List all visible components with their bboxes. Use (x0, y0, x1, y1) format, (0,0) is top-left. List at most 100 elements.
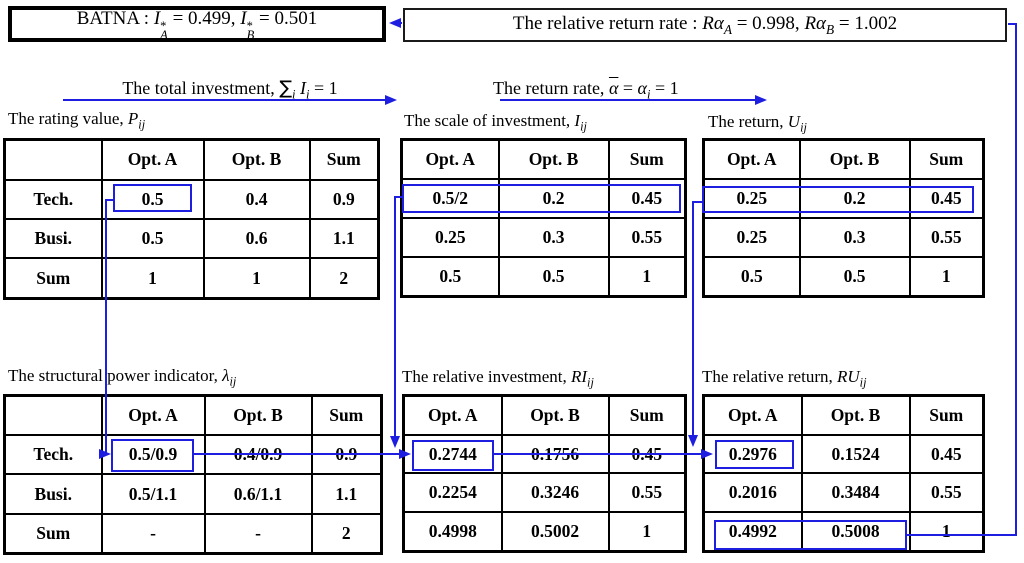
table-cell: 1 (607, 255, 687, 298)
relative-return-rate-label: The relative return rate : RαA = 0.998, … (512, 12, 898, 37)
batna-label: BATNA : I * A = 0.499, I * B = 0.501 (76, 8, 318, 42)
structural-power-title: The structural power indicator, λij (8, 366, 237, 389)
table-row: Tech. 0.5/0.9 0.4/0.9 0.9 (3, 434, 383, 476)
column-header: Opt. A (100, 394, 206, 437)
column-header: Opt. B (500, 394, 610, 436)
table-cell: 0.4992 (702, 511, 803, 553)
column-header: Sum (908, 394, 985, 436)
table-cell: - (100, 512, 206, 555)
column-header: Opt. B (800, 394, 911, 436)
table-row: Sum 1 1 2 (3, 257, 380, 300)
return-table: Opt. A Opt. B Sum 0.25 0.2 0.45 0.25 0.3… (702, 138, 985, 298)
table-cell: 1 (908, 511, 985, 553)
table-cell: 1.1 (310, 473, 383, 515)
table-row: 0.2254 0.3246 0.55 (402, 472, 687, 514)
total-investment-label: The total investment, ∑i Ii = 1 (122, 77, 338, 102)
rating-value-table: Opt. A Opt. B Sum Tech. 0.5 0.4 0.9 Busi… (3, 138, 380, 300)
table-cell: 0.4 (202, 178, 311, 220)
table-cell: 0.45 (908, 433, 985, 475)
table-cell: 0.6/1.1 (203, 473, 313, 515)
return-rate-label: The return rate, α = αi = 1 (493, 78, 679, 102)
scale-of-investment-table: Opt. A Opt. B Sum 0.5/2 0.2 0.45 0.25 0.… (400, 138, 687, 298)
table-cell: 0.25 (702, 178, 801, 219)
table-cell: 0.5 (100, 178, 205, 220)
column-header: Sum (310, 394, 383, 437)
row-header: Tech. (3, 178, 103, 220)
row-header: Sum (3, 257, 103, 300)
table-cell: 0.55 (607, 472, 687, 514)
table-cell: 0.45 (908, 178, 985, 219)
table-cell: 0.25 (702, 216, 801, 258)
table-cell: 1 (908, 255, 985, 298)
table-cell: 0.5 (100, 217, 205, 260)
column-header: Sum (308, 138, 380, 181)
table-cell: 0.5 (400, 255, 500, 298)
table-cell: 0.5/1.1 (100, 473, 206, 515)
column-header: Sum (607, 138, 687, 181)
table-cell: - (203, 512, 313, 555)
column-header: Opt. B (798, 138, 911, 181)
table-row: 0.4998 0.5002 1 (402, 511, 687, 553)
table-header-row: Opt. A Opt. B Sum (702, 394, 985, 436)
table-cell: 0.55 (908, 216, 985, 258)
column-header: Opt. B (497, 138, 610, 181)
table-cell: 0.2976 (702, 433, 803, 475)
table-cell: 0.2 (798, 178, 911, 219)
row-header: Sum (3, 512, 103, 555)
table-cell: 0.4/0.9 (203, 434, 313, 476)
table-row: 0.2744 0.1756 0.45 (402, 433, 687, 475)
column-header: Opt. B (202, 138, 311, 181)
table-cell: 0.5002 (500, 511, 610, 553)
table-row: 0.2016 0.3484 0.55 (702, 472, 985, 514)
table-row: 0.5/2 0.2 0.45 (400, 178, 687, 219)
table-cell: 0.6 (202, 217, 311, 260)
table-header-row: Opt. A Opt. B Sum (3, 394, 383, 437)
table-cell: 0.5/0.9 (100, 434, 206, 476)
table-cell: 0.1756 (500, 433, 610, 475)
relative-return-title: The relative return, RUij (702, 367, 867, 390)
table-cell: 0.2 (497, 178, 610, 219)
table-row: Sum - - 2 (3, 512, 383, 555)
table-cell: 0.55 (607, 216, 687, 258)
relative-investment-title: The relative investment, RIij (402, 367, 594, 390)
table-cell: 0.45 (607, 433, 687, 475)
table-cell: 0.1524 (800, 433, 911, 475)
column-header: Opt. B (203, 394, 313, 437)
table-cell: 0.2744 (402, 433, 503, 475)
table-cell: 0.9 (310, 434, 383, 476)
table-cell: 0.5008 (800, 511, 911, 553)
batna-result-box: BATNA : I * A = 0.499, I * B = 0.501 (8, 6, 386, 42)
column-header: Opt. A (702, 138, 801, 181)
table-cell: 0.2016 (702, 472, 803, 514)
table-cell: 2 (308, 257, 380, 300)
relative-return-table: Opt. A Opt. B Sum 0.2976 0.1524 0.45 0.2… (702, 394, 985, 553)
relative-investment-table: Opt. A Opt. B Sum 0.2744 0.1756 0.45 0.2… (402, 394, 687, 553)
table-row: Busi. 0.5/1.1 0.6/1.1 1.1 (3, 473, 383, 515)
table-cell: 1.1 (308, 217, 380, 260)
table-cell: 0.9 (308, 178, 380, 220)
table-cell: 0.5 (702, 255, 801, 298)
return-title: The return, Uij (708, 112, 807, 135)
table-cell: 1 (100, 257, 205, 300)
corner-cell (3, 138, 103, 181)
table-cell: 0.3 (798, 216, 911, 258)
table-cell: 0.45 (607, 178, 687, 219)
table-cell: 2 (310, 512, 383, 555)
table-cell: 0.2254 (402, 472, 503, 514)
row-header: Busi. (3, 473, 103, 515)
table-cell: 1 (202, 257, 311, 300)
rating-value-title: The rating value, Pij (8, 109, 146, 132)
table-row: 0.5 0.5 1 (702, 255, 985, 298)
row-header: Tech. (3, 434, 103, 476)
table-row: 0.5 0.5 1 (400, 255, 687, 298)
table-cell: 0.5 (798, 255, 911, 298)
table-cell: 0.25 (400, 216, 500, 258)
table-header-row: Opt. A Opt. B Sum (400, 138, 687, 181)
table-row: 0.2976 0.1524 0.45 (702, 433, 985, 475)
table-cell: 0.3 (497, 216, 610, 258)
row-header: Busi. (3, 217, 103, 260)
column-header: Opt. A (402, 394, 503, 436)
column-header: Sum (607, 394, 687, 436)
table-header-row: Opt. A Opt. B Sum (402, 394, 687, 436)
